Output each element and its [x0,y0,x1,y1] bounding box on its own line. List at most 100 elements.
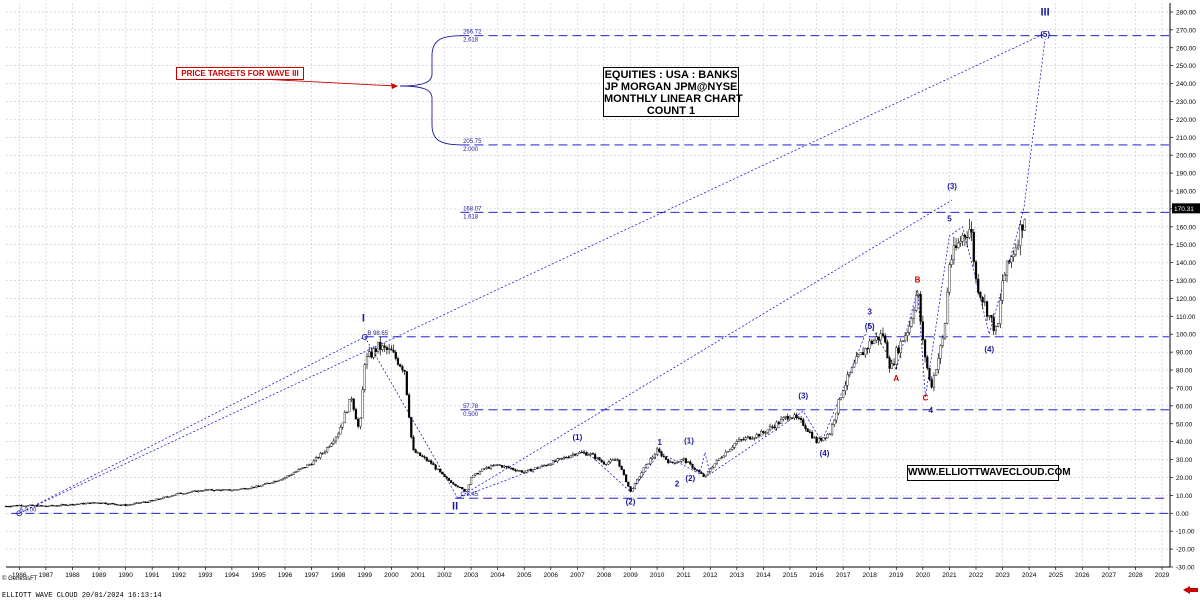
candle-body [472,474,475,478]
wave-label: 3 [867,308,872,317]
candle-body [974,261,978,280]
candle-body [598,457,601,461]
candle-body [396,358,400,365]
candle-body [270,482,273,484]
candle-body [901,340,905,342]
candle-body [210,489,214,491]
year-tick-label: 2007 [570,572,585,579]
candle-body [611,459,614,461]
candle-body [600,460,603,463]
level-value-label: A 0.00 [19,507,37,513]
candle-body [487,466,490,469]
candle-body [131,504,134,506]
price-tick-label: 270.00 [1176,27,1196,34]
candle-body [162,496,165,499]
candle-body [733,443,736,448]
candle-body [157,498,160,500]
price-tick-label: 210.00 [1176,135,1196,142]
candle-body [330,443,333,447]
candle-body [434,464,437,470]
candle-body [782,417,785,420]
candle-body [999,300,1002,324]
wave-label: 5 [947,214,952,223]
candle-body [447,478,451,481]
candle-body [190,491,194,493]
candle-body [264,483,267,485]
candle-body [731,446,734,450]
year-tick-label: 1997 [304,572,319,579]
candle-body [432,463,435,466]
candle-body [706,471,710,476]
candle-body [618,459,621,467]
candle-body [791,417,794,419]
candle-body [7,505,10,508]
candle-body [319,453,322,459]
candle-body [62,504,65,506]
candle-body [228,489,231,491]
candle-body [219,489,222,491]
candle-body [545,465,548,467]
candle-body [523,471,526,474]
candle-body [478,471,482,475]
candle-body [314,457,318,461]
footer-timestamp: ELLIOTT WAVE CLOUD 20/01/2024 16:13:14 [2,592,162,600]
candle-body [44,505,47,507]
candle-body [60,504,63,506]
candle-body [833,419,836,425]
year-tick-label: 1987 [39,572,54,579]
candle-body [946,291,949,324]
candle-body [33,505,36,507]
price-targets-label: PRICE TARGETS FOR WAVE III [176,67,304,80]
candle-body [516,470,519,472]
candle-body [106,503,109,505]
candle-body [525,470,528,473]
candle-body [53,505,56,507]
year-tick-label: 2003 [464,572,479,579]
candle-body [780,418,783,424]
candle-body [24,505,28,507]
candle-body [875,336,878,341]
year-tick-label: 1986 [12,572,27,579]
price-tick-label: 90.00 [1176,350,1193,357]
candle-body [474,473,477,476]
wave-label: 4 [929,406,934,415]
candle-body [266,482,269,485]
wave-label: (3) [947,182,957,191]
price-tick-label: 60.00 [1176,403,1193,410]
candle-body [591,453,594,455]
candle-body [554,460,557,462]
wave-label: 2 [675,479,680,488]
year-tick-label: 1996 [278,572,293,579]
wave-label: (1) [684,436,694,445]
candle-body [578,451,581,454]
year-tick-label: 2005 [517,572,532,579]
price-tick-label: -10.00 [1176,529,1195,536]
candle-body [788,417,792,420]
candle-body [308,464,311,466]
level-ratio-label: 0.500 [463,412,479,418]
candle-body [379,341,382,350]
wave-label: (2) [626,497,636,506]
candle-body [981,296,984,303]
year-tick-label: 2009 [623,572,638,579]
wave-label: I [362,313,365,325]
chart-grid [6,3,1170,568]
candle-body [571,453,575,456]
candle-body [461,487,464,490]
candle-body [638,476,641,480]
target-annotation [239,35,463,146]
price-tick-label: 220.00 [1176,117,1196,124]
candle-body [804,425,807,430]
candle-body [425,457,428,461]
candle-body [543,465,546,467]
candle-body [430,460,433,464]
candle-body [1001,280,1004,301]
candle-body [339,427,342,435]
candle-body [407,394,411,418]
candle-body [483,468,486,470]
candle-body [405,371,408,396]
candle-body [529,469,532,472]
candle-body [669,461,672,463]
candle-body [884,335,887,343]
